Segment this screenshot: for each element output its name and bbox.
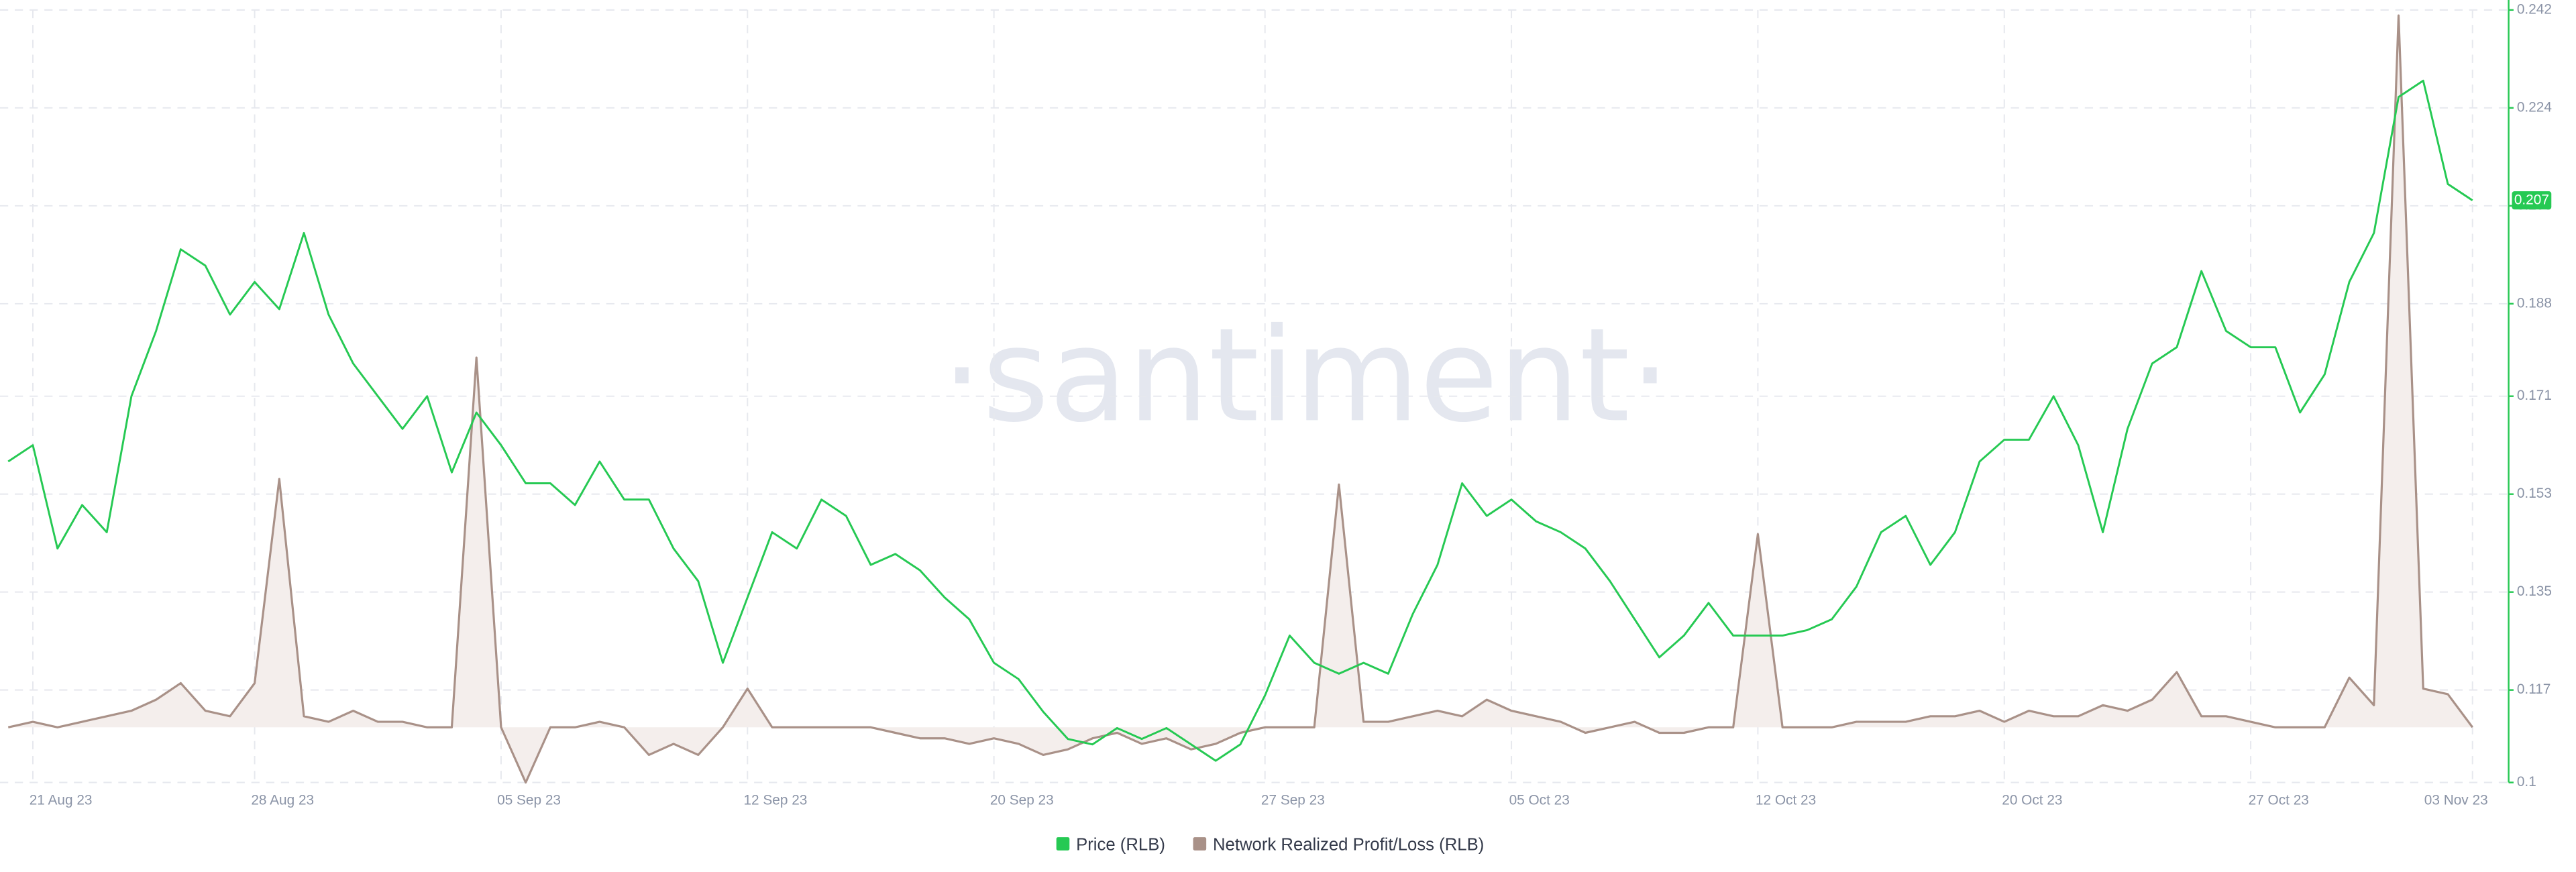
line — [7, 79, 2473, 762]
price-badge-label: 0.207 — [2514, 192, 2549, 207]
legend-swatch — [1193, 837, 1207, 851]
x-tick-label: 05 Oct 23 — [1509, 792, 1570, 808]
area — [8, 15, 2473, 783]
legend-label: Price (RLB) — [1076, 835, 1165, 854]
x-tick-label: 21 Aug 23 — [30, 792, 93, 808]
y-tick-label: 0.117 — [2517, 682, 2551, 697]
line — [7, 14, 2473, 784]
legend: Price (RLB) Network Realized Profit/Loss … — [1056, 835, 1484, 854]
price-badge — [2512, 191, 2552, 210]
x-tick-label: 28 Aug 23 — [251, 792, 314, 808]
x-tick-label: 20 Oct 23 — [2002, 792, 2062, 808]
x-tick-label: 27 Oct 23 — [2249, 792, 2309, 808]
x-tick-label: 12 Oct 23 — [1756, 792, 1816, 808]
x-tick-label: 12 Sep 23 — [743, 792, 807, 808]
y-tick-label: 0.188 — [2517, 295, 2552, 311]
y-tick-label: 0.242 — [2517, 1, 2552, 17]
y-tick-label: 0.224 — [2517, 99, 2552, 115]
y-tick-label: 0.153 — [2517, 486, 2552, 501]
x-tick-label: 03 Nov 23 — [2424, 792, 2488, 808]
y-tick-label: 0.1 — [2517, 774, 2536, 789]
x-tick-label: 27 Sep 23 — [1261, 792, 1325, 808]
legend-swatch — [1056, 837, 1070, 851]
y-tick-label: 0.171 — [2517, 388, 2552, 403]
y-tick-label: 0.135 — [2517, 584, 2552, 599]
x-tick-label: 20 Sep 23 — [990, 792, 1054, 808]
x-tick-label: 05 Sep 23 — [497, 792, 561, 808]
watermark: ·santiment· — [942, 301, 1671, 451]
legend-label: Network Realized Profit/Loss (RLB) — [1213, 835, 1484, 854]
